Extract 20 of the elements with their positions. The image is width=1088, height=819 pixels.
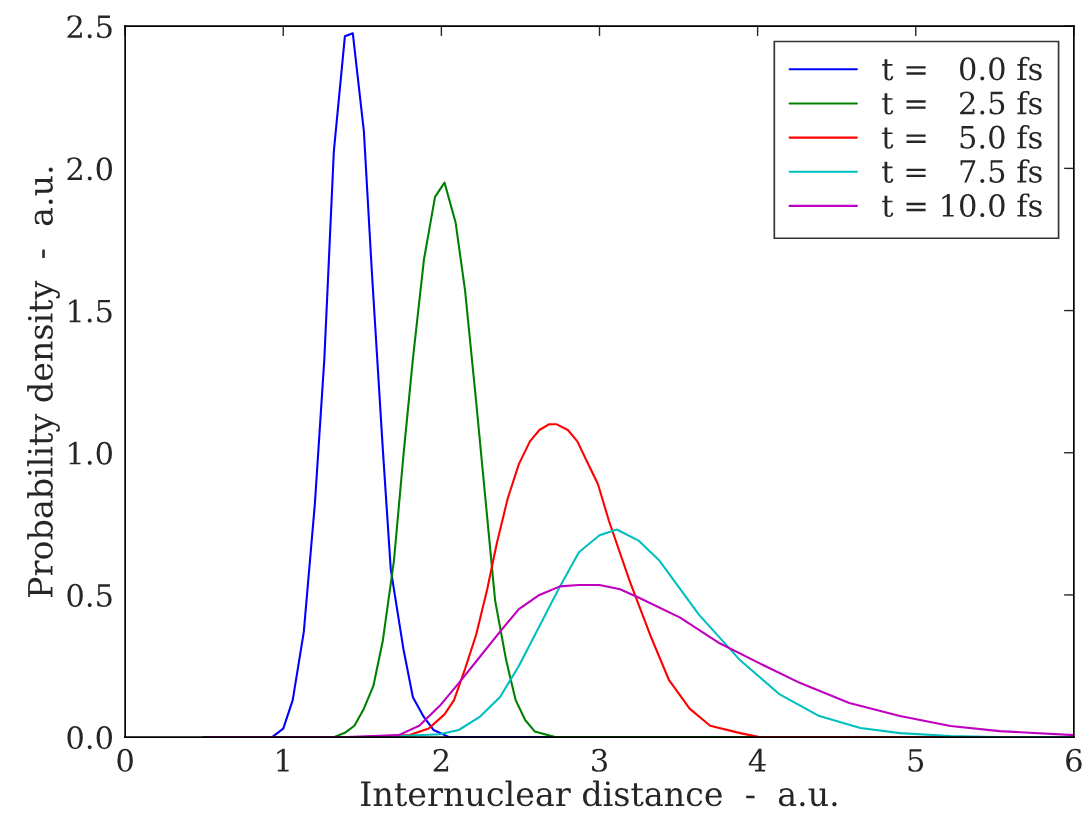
legend-label: t = 0.0 fs <box>882 56 1042 81</box>
y-tick-label: 0.5 <box>67 583 112 607</box>
x-tick-label: 4 <box>748 748 766 772</box>
x-axis-title: Internuclear distance - a.u. <box>361 780 837 807</box>
y-tick-label: 1.5 <box>69 299 112 323</box>
legend-label: t = 10.0 fs <box>882 193 1042 218</box>
y-tick-label: 2.0 <box>67 157 112 181</box>
y-tick-label: 0.0 <box>67 726 112 750</box>
x-tick-label: 6 <box>1066 748 1082 772</box>
legend-label: t = 5.0 fs <box>882 125 1042 149</box>
x-tick-label: 5 <box>908 749 924 772</box>
legend-label: t = 2.5 fs <box>882 90 1042 115</box>
legend-label: t = 7.5 fs <box>882 159 1042 183</box>
y-tick-label: 1.0 <box>69 441 112 465</box>
x-tick-label: 3 <box>592 748 607 772</box>
y-tick-label: 2.5 <box>67 15 112 39</box>
y-axis-title: Probability density - a.u. <box>27 167 60 598</box>
x-tick-label: 1 <box>277 748 289 772</box>
x-tick-label: 0 <box>117 748 133 772</box>
x-tick-label: 2 <box>433 748 449 772</box>
